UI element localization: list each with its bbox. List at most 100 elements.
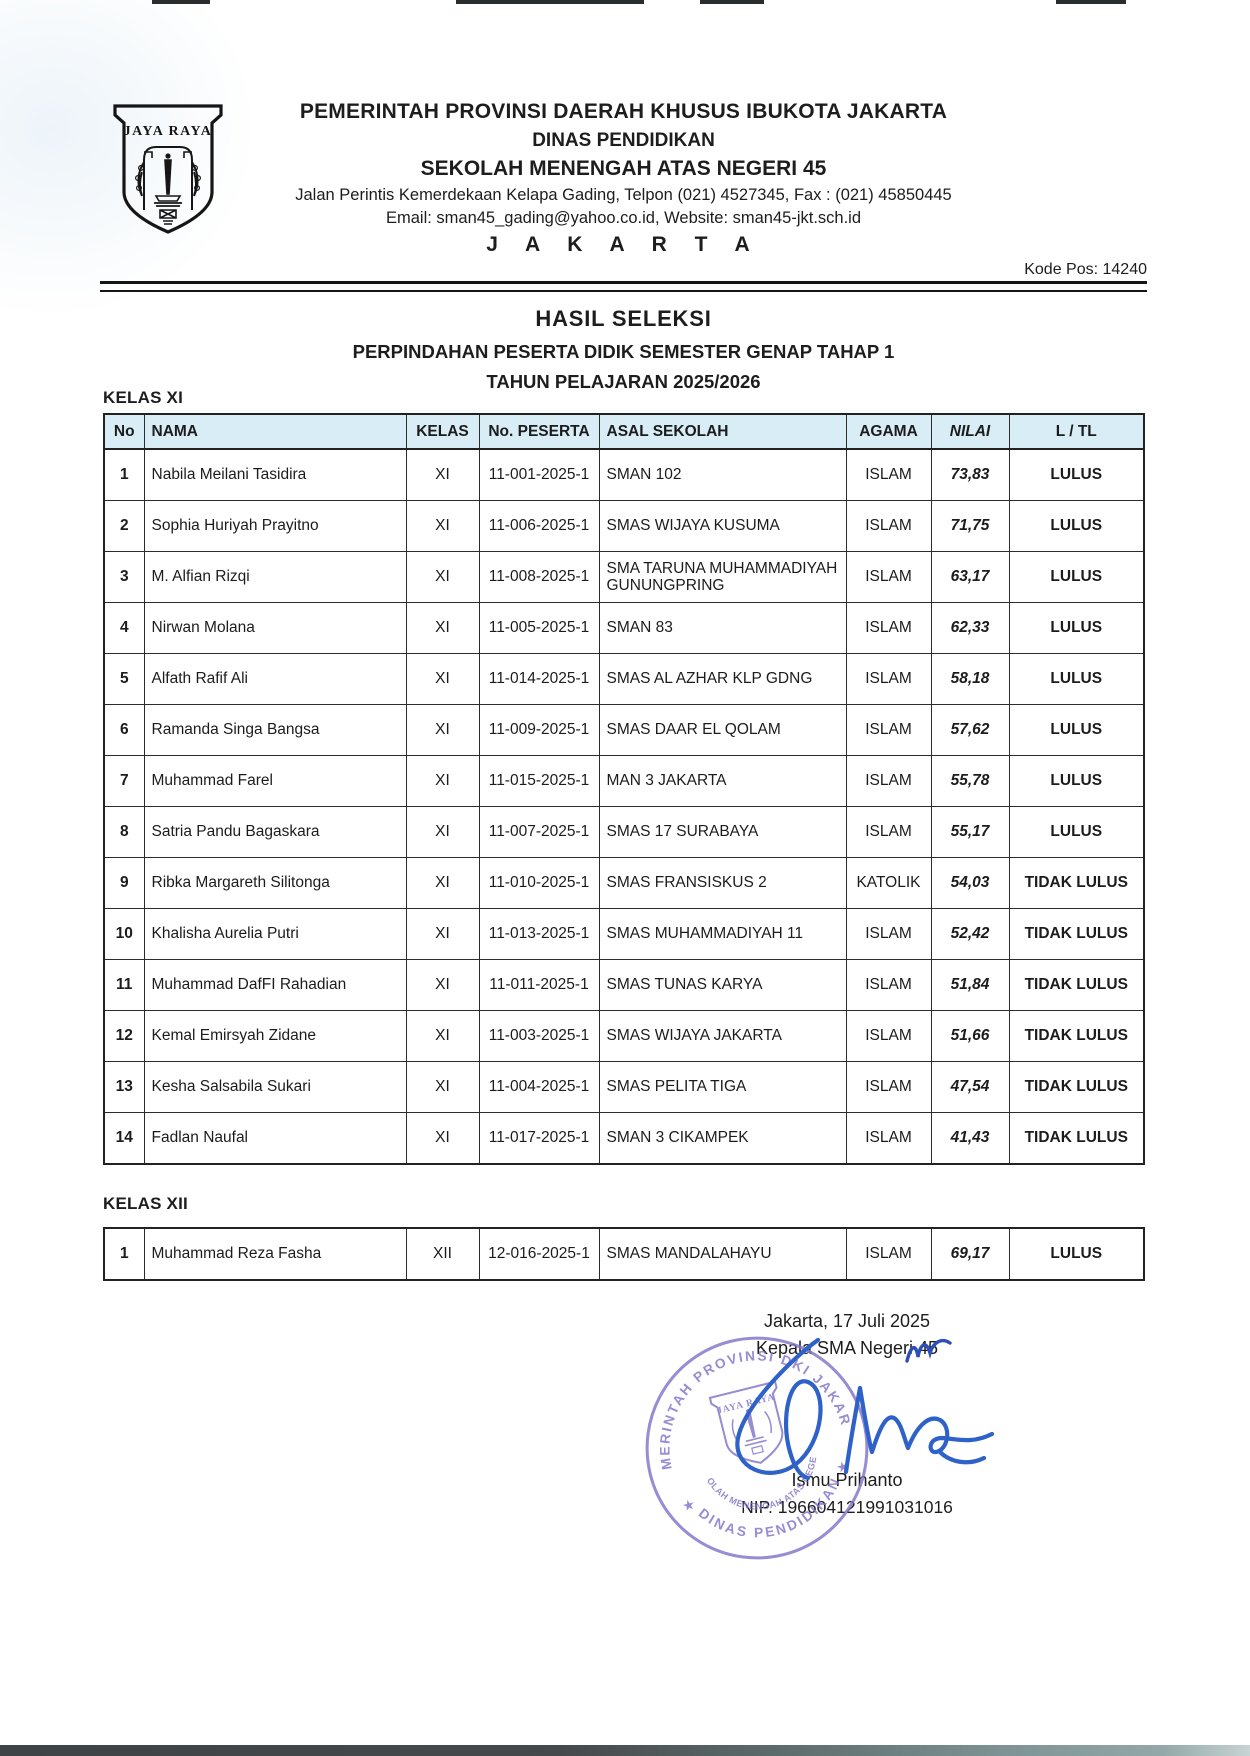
- section-label-kelas-xii: KELAS XII: [103, 1194, 188, 1213]
- cell-agama: ISLAM: [845, 806, 932, 858]
- cell-nilai: 54,03: [930, 857, 1010, 909]
- title-block: HASIL SELEKSI PERPINDAHAN PESERTA DIDIK …: [100, 306, 1147, 393]
- cell-no: 13: [103, 1061, 145, 1113]
- postal-code: Kode Pos: 14240: [1024, 261, 1147, 278]
- cell-ltl: LULUS: [1008, 500, 1145, 552]
- cell-ltl: TIDAK LULUS: [1008, 1112, 1145, 1165]
- signature-place-date: Jakarta, 17 Juli 2025: [763, 1311, 931, 1331]
- cell-nama: Ribka Margareth Silitonga: [143, 857, 407, 909]
- cell-ltl: LULUS: [1008, 1227, 1145, 1281]
- table-row: 12 Kemal Emirsyah Zidane XI 11-003-2025-1 SM…: [103, 1010, 1145, 1062]
- cell-peserta: 11-014-2025-1: [478, 653, 600, 705]
- cell-asal: SMAS WIJAYA JAKARTA: [598, 1010, 847, 1062]
- cell-no: 1: [103, 1227, 145, 1281]
- cell-agama: ISLAM: [845, 1010, 932, 1062]
- letterhead: PEMERINTAH PROVINSI DAERAH KHUSUS IBUKOT…: [100, 100, 1147, 257]
- table-row: 7 Muhammad Farel XI 11-015-2025-1 MAN 3 JAKA…: [103, 755, 1145, 807]
- scan-artifact-top: [1056, 0, 1126, 4]
- scan-artifact-top: [700, 0, 764, 4]
- cell-kelas: XI: [405, 602, 480, 654]
- cell-nilai: 41,43: [930, 1112, 1010, 1165]
- cell-agama: ISLAM: [845, 448, 932, 501]
- cell-agama: ISLAM: [845, 704, 932, 756]
- cell-nama: Kemal Emirsyah Zidane: [143, 1010, 407, 1062]
- cell-asal: SMAN 83: [598, 602, 847, 654]
- page-title: HASIL SELEKSI: [535, 306, 712, 331]
- cell-agama: ISLAM: [845, 1061, 932, 1113]
- cell-agama: ISLAM: [845, 1112, 932, 1165]
- signature-nip: NIP. 196604121991031016: [741, 1497, 953, 1517]
- cell-ltl: LULUS: [1008, 653, 1145, 705]
- signature-name: Ismu Prihanto: [791, 1470, 903, 1490]
- column-header-no: No: [103, 413, 145, 450]
- cell-nama: Khalisha Aurelia Putri: [143, 908, 407, 960]
- cell-no: 7: [103, 755, 145, 807]
- table-row: 14 Fadlan Naufal XI 11-017-2025-1 SMAN 3 CIK…: [103, 1112, 1145, 1165]
- column-header-peserta: No. PESERTA: [478, 413, 600, 450]
- cell-nilai: 73,83: [930, 448, 1010, 501]
- table-row: 2 Sophia Huriyah Prayitno XI 11-006-2025-1 S…: [103, 500, 1145, 552]
- table-row: 1 Nabila Meilani Tasidira XI 11-001-2025-1 S…: [103, 448, 1145, 501]
- page-subtitle-2: TAHUN PELAJARAN 2025/2026: [486, 371, 761, 392]
- cell-agama: ISLAM: [845, 551, 932, 603]
- cell-nilai: 51,84: [930, 959, 1010, 1011]
- cell-asal: SMAS TUNAS KARYA: [598, 959, 847, 1011]
- table-row: 4 Nirwan Molana XI 11-005-2025-1 SMAN 83 ISLA…: [103, 602, 1145, 654]
- cell-nama: Nabila Meilani Tasidira: [143, 448, 407, 501]
- org-contact: Email: sman45_gading@yahoo.co.id, Websit…: [385, 209, 862, 227]
- cell-nilai: 55,17: [930, 806, 1010, 858]
- cell-asal: SMAS MANDALAHAYU: [598, 1227, 847, 1281]
- scan-artifact-bottom: [0, 1745, 1250, 1756]
- cell-nama: Alfath Rafif Ali: [143, 653, 407, 705]
- cell-asal: SMAS 17 SURABAYA: [598, 806, 847, 858]
- cell-nama: Sophia Huriyah Prayitno: [143, 500, 407, 552]
- cell-nama: Satria Pandu Bagaskara: [143, 806, 407, 858]
- cell-kelas: XI: [405, 551, 480, 603]
- cell-ltl: TIDAK LULUS: [1008, 857, 1145, 909]
- table-row: 6 Ramanda Singa Bangsa XI 11-009-2025-1 SMAS…: [103, 704, 1145, 756]
- cell-no: 6: [103, 704, 145, 756]
- cell-ltl: LULUS: [1008, 551, 1145, 603]
- official-stamp: PEMERINTAH PROVINSI DKI JAKARTA DINAS PE…: [640, 1331, 869, 1560]
- cell-kelas: XI: [405, 806, 480, 858]
- column-header-agama: AGAMA: [845, 413, 932, 450]
- cell-kelas: XI: [405, 908, 480, 960]
- cell-kelas: XI: [405, 959, 480, 1011]
- cell-nama: Muhammad Farel: [143, 755, 407, 807]
- cell-agama: ISLAM: [845, 602, 932, 654]
- results-table-kelas-xi: No NAMA KELAS No. PESERTA ASAL SEKOLAH AGAMA N…: [103, 413, 1145, 1165]
- cell-kelas: XI: [405, 1061, 480, 1113]
- org-city: J A K A R T A: [486, 233, 761, 256]
- cell-nilai: 55,78: [930, 755, 1010, 807]
- cell-no: 14: [103, 1112, 145, 1165]
- cell-kelas: XI: [405, 653, 480, 705]
- scan-artifact-top: [152, 0, 210, 4]
- cell-nama: Muhammad DafFI Rahadian: [143, 959, 407, 1011]
- cell-kelas: XI: [405, 857, 480, 909]
- cell-ltl: LULUS: [1008, 704, 1145, 756]
- cell-peserta: 11-006-2025-1: [478, 500, 600, 552]
- cell-agama: KATOLIK: [845, 857, 932, 909]
- cell-kelas: XII: [405, 1227, 480, 1281]
- cell-no: 12: [103, 1010, 145, 1062]
- letterhead-divider: [100, 281, 1147, 292]
- jakarta-emblem-logo: JAYA RAYA: [113, 104, 223, 234]
- cell-ltl: LULUS: [1008, 602, 1145, 654]
- cell-agama: ISLAM: [845, 500, 932, 552]
- cell-peserta: 11-005-2025-1: [478, 602, 600, 654]
- cell-nilai: 63,17: [930, 551, 1010, 603]
- cell-peserta: 12-016-2025-1: [478, 1227, 600, 1281]
- cell-nama: Muhammad Reza Fasha: [143, 1227, 407, 1281]
- table-row: 11 Muhammad DafFI Rahadian XI 11-011-2025-1…: [103, 959, 1145, 1011]
- cell-kelas: XI: [405, 1010, 480, 1062]
- cell-asal: SMAS PELITA TIGA: [598, 1061, 847, 1113]
- signature-ink: [735, 1337, 995, 1481]
- org-address: Jalan Perintis Kemerdekaan Kelapa Gading…: [295, 186, 952, 204]
- cell-ltl: TIDAK LULUS: [1008, 1061, 1145, 1113]
- cell-no: 9: [103, 857, 145, 909]
- cell-asal: SMAS WIJAYA KUSUMA: [598, 500, 847, 552]
- cell-no: 11: [103, 959, 145, 1011]
- cell-peserta: 11-001-2025-1: [478, 448, 600, 501]
- cell-nilai: 52,42: [930, 908, 1010, 960]
